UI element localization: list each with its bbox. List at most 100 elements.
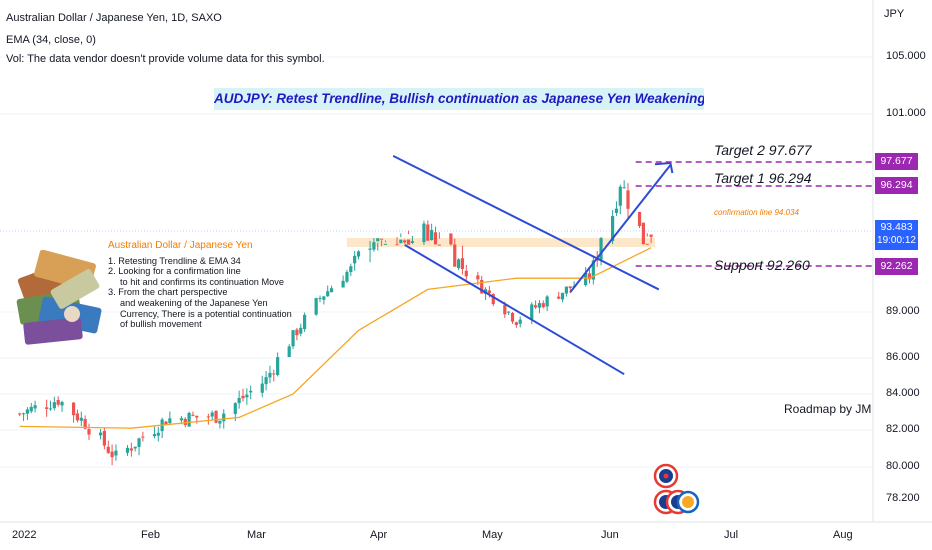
candle-body (314, 298, 318, 315)
calendar-events-icon (653, 489, 700, 515)
candle-body (303, 314, 307, 330)
candle-body (168, 418, 172, 424)
candle-body (125, 447, 130, 453)
candle-body (637, 212, 642, 226)
candle-body (83, 419, 87, 429)
candles (18, 180, 653, 466)
ema-34-line (19, 247, 652, 429)
candle-body (299, 327, 303, 334)
candle-body (341, 280, 345, 288)
candle-body (264, 377, 268, 385)
candle-body (368, 248, 372, 250)
candle-body (614, 208, 619, 213)
candle-body (268, 372, 272, 378)
candle-body (137, 438, 141, 447)
x-tick-label: Aug (833, 529, 853, 541)
candle-body (591, 260, 595, 280)
candle-body (406, 239, 411, 245)
candle-body (422, 223, 426, 243)
notes-title: Australian Dollar / Japanese Yen (108, 240, 253, 251)
candle-body (476, 275, 480, 280)
banknotes-picture (16, 250, 102, 345)
candle-body (584, 272, 588, 286)
y-tick-label: 84.000 (886, 387, 920, 399)
y-tick-label: 82.000 (886, 423, 920, 435)
candle-body (383, 243, 388, 245)
candle-body (349, 266, 353, 273)
candle-body (541, 303, 545, 308)
candle-body (48, 408, 53, 410)
candle-body (287, 346, 291, 358)
candle-body (237, 397, 241, 404)
candle-body (133, 446, 137, 449)
candle-body (380, 238, 384, 240)
candle-body (79, 417, 83, 421)
candle-body (21, 413, 26, 415)
candle-body (599, 238, 603, 260)
idea-headline: AUDJPY: Retest Trendline, Bullish contin… (214, 88, 704, 110)
candle-body (110, 451, 114, 458)
candle-body (322, 296, 326, 300)
candle-body (183, 418, 187, 425)
notes-line-4: 3. From the chart perspective (108, 287, 228, 298)
axes (0, 0, 932, 523)
x-tick-label: Jul (724, 529, 739, 541)
notes-line-2: 2. Looking for a confirmation line (108, 266, 241, 277)
candle-body (503, 304, 507, 315)
candle-body (491, 294, 495, 305)
notes-line-6: Currency, There is a potential continuat… (120, 308, 292, 319)
support-label: Support 92.260 (714, 257, 810, 273)
candle-body (618, 186, 622, 206)
candle-body (191, 414, 195, 416)
candle-body (487, 290, 491, 294)
candle-body (587, 273, 592, 280)
breakout-arrow-line (569, 164, 672, 293)
candle-body (102, 431, 106, 446)
bar-countdown: 19:00:12 (877, 235, 916, 246)
candle-body (272, 373, 276, 375)
candle-body (129, 448, 133, 451)
candle-body (45, 407, 49, 409)
x-tick-label: Mar (247, 529, 266, 541)
candle-body (156, 432, 160, 436)
candle-body (291, 330, 295, 347)
candle-body (372, 242, 376, 250)
candle-body (557, 296, 561, 299)
candle-body (622, 187, 626, 189)
ema-line (19, 247, 652, 429)
candle-body (329, 288, 334, 293)
candle-body (611, 216, 615, 242)
x-tick-label: Apr (370, 529, 388, 541)
candle-body (353, 255, 357, 264)
candle-body (507, 311, 511, 313)
candle-body (141, 436, 145, 438)
notes-line-7: of bullish movement (120, 319, 202, 330)
candle-body (152, 434, 157, 437)
candle-body (214, 410, 218, 423)
target-2-price-tag: 97.677 (875, 153, 918, 170)
current-price-value: 93.483 (880, 221, 913, 233)
candle-body (60, 401, 64, 406)
candle-body (33, 405, 37, 409)
candle-body (345, 272, 349, 282)
lower-trendline (404, 243, 625, 376)
candle-body (356, 251, 361, 257)
candle-body (545, 296, 549, 307)
candle-body (233, 403, 237, 414)
currency-label: JPY (884, 8, 905, 20)
x-tick-label: Jun (601, 529, 619, 541)
candle-body (641, 222, 645, 245)
target-1-price-tag: 96.294 (875, 177, 918, 194)
candle-body (437, 244, 441, 246)
candle-body (210, 412, 214, 417)
drawings (392, 154, 873, 376)
candle-body (395, 244, 399, 246)
candle-body (87, 429, 91, 435)
candle-body (326, 291, 330, 297)
y-tick-label: 89.000 (886, 305, 920, 317)
candle-body (514, 322, 518, 326)
grid (0, 56, 873, 468)
support-zone (346, 238, 655, 247)
upper-trendline (392, 154, 660, 291)
